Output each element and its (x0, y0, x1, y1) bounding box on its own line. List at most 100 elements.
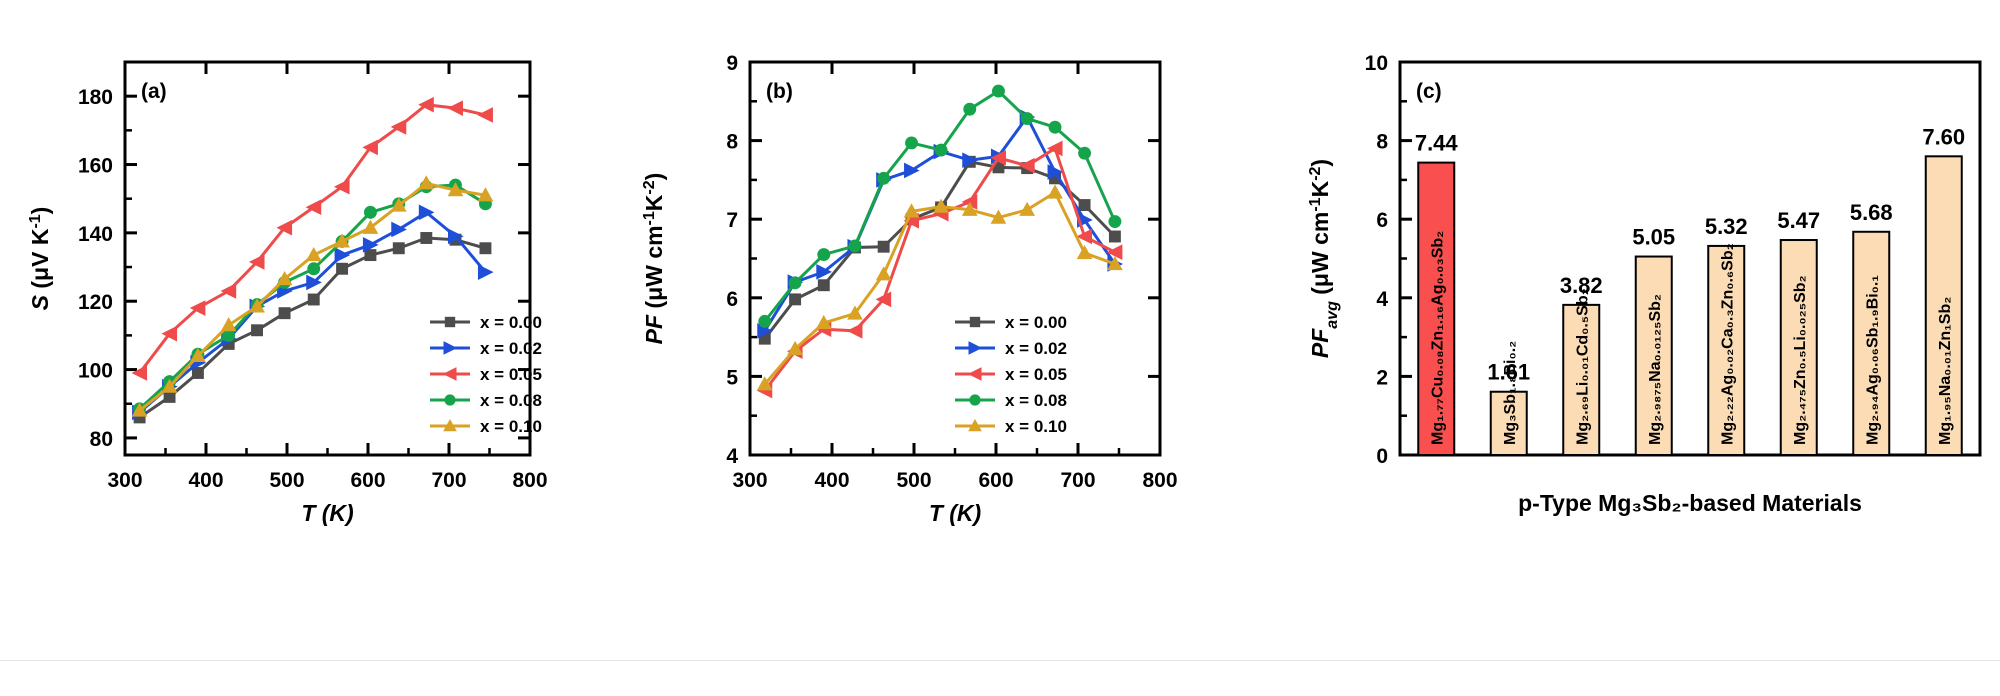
bar[interactable] (1634, 255, 1673, 456)
data-point-marker-square (479, 242, 492, 255)
data-point-marker-square (1108, 230, 1121, 243)
data-point-marker-triangle-right (443, 341, 458, 355)
panel-c-pf-avg-comparison: 0 2 4 6 8 10 PFavg (μW cm-1K-2) (c) 7.44 Mg₁.₇₇Cu… (1290, 0, 2000, 560)
y-axis: 4 5 6 7 8 9 (726, 52, 1160, 468)
bar[interactable] (1779, 239, 1818, 456)
x-tick-label: 500 (896, 469, 931, 492)
legend-label: x = 0.05 (480, 365, 542, 384)
figure-bottom-strip (0, 660, 2000, 696)
y-tick-label: 9 (726, 52, 738, 75)
bar[interactable] (1924, 155, 1963, 456)
data-point-marker-triangle-up (418, 175, 435, 190)
y-tick-label: 180 (78, 86, 113, 109)
y-tick-label: 160 (78, 155, 113, 178)
y-tick-label: 6 (726, 288, 738, 311)
data-point-marker-triangle-right (904, 162, 920, 179)
bar-item-5[interactable]: 5.47 Mg₂.₄₇₅Zn₀.₅Li₀.₀₂₅Sb₂ (1777, 208, 1820, 456)
data-point-marker-triangle-left (1019, 157, 1035, 174)
bar[interactable] (1562, 303, 1601, 456)
data-point-marker-square (789, 293, 802, 306)
legend-label: x = 0.00 (1005, 313, 1067, 332)
legend-item-0: x = 0.00 (430, 313, 542, 332)
data-point-marker-triangle-right (391, 221, 407, 238)
data-point-marker-triangle-left (1046, 140, 1063, 157)
data-point-marker-circle (877, 171, 891, 185)
legend-label: x = 0.10 (1005, 417, 1067, 436)
data-point-marker-triangle-up (990, 209, 1007, 224)
bar[interactable] (1852, 230, 1891, 456)
bar-category-label: Mg₂.₉₈₇₅Na₀.₀₁₂₅Sb₂ (1647, 294, 1664, 445)
data-point-marker-triangle-up (1107, 255, 1123, 271)
y-tick-label: 140 (78, 223, 113, 246)
bar-category-label: Mg₁.₉₅Na₀.₀₁Zn₁Sb₂ (1937, 297, 1954, 445)
data-point-marker-triangle-left (990, 150, 1006, 166)
data-point-marker-triangle-right (306, 274, 322, 291)
bar[interactable] (1707, 244, 1746, 456)
data-point-marker-square (307, 293, 320, 306)
data-point-marker-triangle-up (1076, 244, 1093, 260)
bar-item-3[interactable]: 5.05 Mg₂.₉₈₇₅Na₀.₀₁₂₅Sb₂ (1632, 225, 1675, 456)
bar-item-7[interactable]: 7.60 Mg₁.₉₅Na₀.₀₁Zn₁Sb₂ (1922, 124, 1965, 456)
data-point-marker-triangle-left (161, 325, 178, 342)
bar[interactable] (1417, 161, 1456, 456)
bar[interactable] (1489, 390, 1528, 456)
legend-item-0: x = 0.00 (955, 313, 1067, 332)
plot-area: 0 2 4 6 8 10 PFavg (μW cm-1K-2) (c) 7.44 Mg₁.₇₇Cu… (1307, 52, 1982, 516)
plot-area: 300 400 500 600 700 800 T (K) 4 5 6 7 8 9 PF (μW cm-1… (641, 52, 1178, 526)
x-tick-label: 800 (512, 469, 547, 492)
x-axis-title: T (K) (301, 500, 353, 526)
data-point-marker-triangle-left (846, 323, 863, 339)
x-axis-title: T (K) (929, 500, 981, 526)
bar-category-label: Mg₃Sb₁.₈Bi₀.₂ (1502, 341, 1519, 445)
data-point-marker-circle (848, 239, 862, 253)
data-point-marker-circle (969, 394, 981, 406)
bar-item-0[interactable]: 7.44 Mg₁.₇₇Cu₀.₀₈Zn₁.₁₆Ag₀.₀₃Sb₂ (1415, 131, 1459, 456)
data-point-marker-triangle-left (442, 367, 457, 381)
x-tick-label: 300 (732, 469, 767, 492)
data-point-marker-square (191, 367, 204, 379)
bar-category-label: Mg₂.₂₂Ag₀.₀₂Ca₀.₃Zn₀.₆Sb₂ (1719, 243, 1736, 445)
x-axis: 300 400 500 600 700 800 T (K) (107, 62, 548, 526)
data-point-marker-triangle-left (875, 291, 892, 308)
legend-item-4: x = 0.10 (955, 417, 1067, 436)
bar-value-label: 7.44 (1415, 131, 1459, 156)
bar-item-4[interactable]: 5.32 Mg₂.₂₂Ag₀.₀₂Ca₀.₃Zn₀.₆Sb₂ (1705, 214, 1748, 456)
y-axis-title: PFavg (μW cm-1K-2) (1307, 159, 1341, 358)
panel-b-svg: 300 400 500 600 700 800 T (K) 4 5 6 7 8 9 PF (μW cm-1… (641, 52, 1178, 526)
y-axis-title: S (μV K-1) (27, 207, 54, 311)
y-tick-label: 10 (1365, 52, 1388, 75)
data-point-marker-square (444, 316, 456, 328)
data-point-marker-triangle-up (815, 314, 832, 330)
data-point-marker-square (336, 262, 349, 275)
legend-item-2: x = 0.05 (430, 365, 542, 384)
data-point-marker-triangle-right (816, 264, 832, 280)
bar-value-label: 5.47 (1777, 208, 1820, 233)
x-tick-label: 700 (431, 469, 466, 492)
legend-label: x = 0.00 (480, 313, 542, 332)
data-point-marker-circle (363, 205, 377, 219)
bar-category-label: Mg₂.₄₇₅Zn₀.₅Li₀.₀₂₅Sb₂ (1792, 275, 1809, 445)
data-point-marker-triangle-right (477, 264, 494, 280)
data-point-marker-triangle-up (968, 418, 982, 432)
panel-a-svg: 300 400 500 600 700 800 T (K) 80 100 120 140 160 180… (27, 60, 548, 526)
data-point-marker-square (969, 316, 981, 328)
y-tick-label: 5 (726, 366, 738, 389)
y-tick-label: 80 (90, 428, 113, 451)
legend-label: x = 0.08 (480, 391, 542, 410)
series-0 (133, 232, 492, 424)
legend-label: x = 0.02 (1005, 339, 1067, 358)
bar-item-6[interactable]: 5.68 Mg₂.₉₄Ag₀.₀₆Sb₁.₉Bi₀.₁ (1850, 200, 1893, 456)
data-point-marker-triangle-up (362, 219, 379, 234)
y-axis: 0 2 4 6 8 10 (1365, 52, 1412, 468)
data-point-marker-square (364, 249, 377, 262)
data-point-marker-circle (1020, 112, 1034, 126)
panel-tag: (c) (1416, 80, 1442, 103)
x-axis: 300 400 500 600 700 800 T (K) (732, 62, 1178, 526)
data-point-marker-triangle-right (334, 247, 351, 263)
data-point-marker-triangle-up (334, 233, 350, 248)
data-point-marker-square (1078, 199, 1091, 212)
bar-value-label: 3.82 (1560, 273, 1603, 298)
